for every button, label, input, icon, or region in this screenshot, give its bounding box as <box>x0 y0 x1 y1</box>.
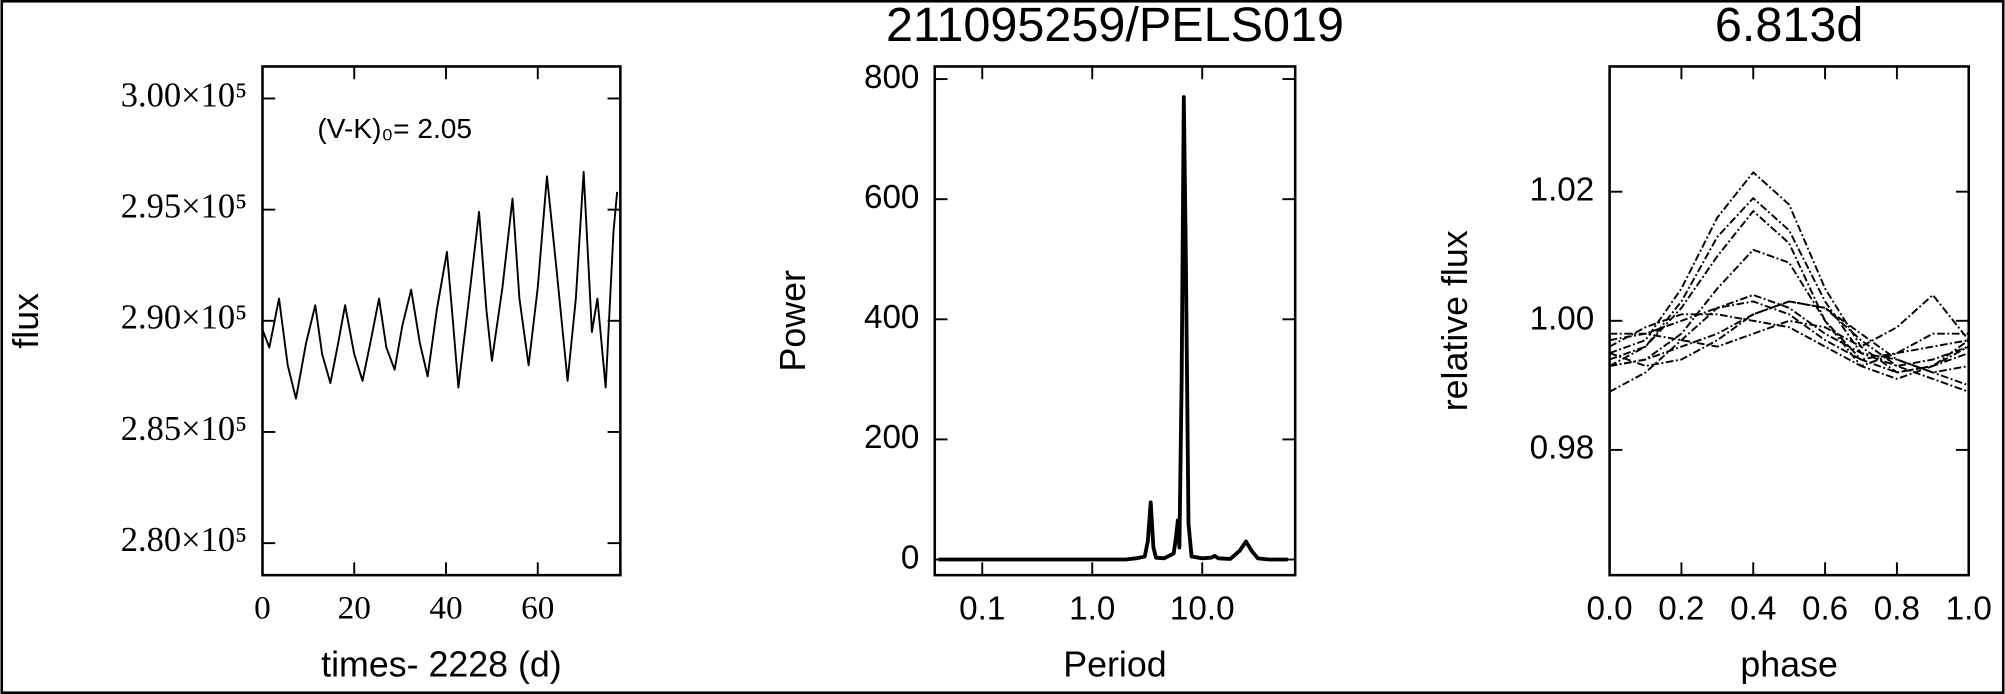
plot-frame <box>1608 65 1971 577</box>
y-tick-label: 200 <box>864 419 919 456</box>
x-tick-label: 0.2 <box>1658 591 1704 628</box>
y-tick-label: 2.85×10⁵ <box>121 410 247 448</box>
x-tick-label: 0.4 <box>1730 591 1776 628</box>
y-tick-label: 0 <box>901 539 919 576</box>
plot-frame <box>261 65 622 577</box>
y-tick-label: 800 <box>864 59 919 96</box>
y-tick-label: 3.00×10⁵ <box>121 76 247 114</box>
data-line <box>1609 248 1969 380</box>
data-line <box>1609 313 1969 367</box>
x-tick-label: 20 <box>338 590 371 627</box>
annotation: (V-K)₀= 2.05 <box>317 113 472 144</box>
x-tick-label: 0.1 <box>959 591 1005 628</box>
y-tick-label: 2.95×10⁵ <box>121 188 247 226</box>
panel-title: 211095259/PELS019 <box>886 0 1344 52</box>
data-line <box>262 170 619 400</box>
y-tick-label: 1.00 <box>1530 301 1595 338</box>
y-tick-label: 0.98 <box>1530 430 1595 467</box>
x-tick-label: 60 <box>521 590 554 627</box>
data-line <box>1609 300 1969 361</box>
x-tick-label: 0.8 <box>1874 591 1920 628</box>
y-axis-label: relative flux <box>1435 230 1475 411</box>
x-tick-label: 40 <box>429 590 462 627</box>
y-tick-label: 600 <box>864 179 919 216</box>
plot-frame <box>933 65 1297 577</box>
y-tick-label: 400 <box>864 299 919 336</box>
x-tick-label: 0.0 <box>1586 591 1632 628</box>
x-tick-label: 1.0 <box>1069 591 1115 628</box>
x-tick-label: 10.0 <box>1170 591 1235 628</box>
y-tick-label: 1.02 <box>1530 171 1595 208</box>
data-line <box>1609 210 1969 374</box>
x-tick-label: 0 <box>254 590 271 627</box>
y-tick-label: 2.90×10⁵ <box>121 299 247 337</box>
x-axis-label: Period <box>1063 645 1166 685</box>
data-line <box>1609 300 1969 374</box>
data-line <box>1609 294 1969 348</box>
x-axis-label: times- 2228 (d) <box>321 645 562 685</box>
data-line <box>1609 197 1969 367</box>
x-tick-label: 1.0 <box>1946 591 1992 628</box>
x-axis-label: phase <box>1740 645 1837 685</box>
y-tick-label: 2.80×10⁵ <box>121 521 247 559</box>
panel-title: 6.813d <box>1715 0 1864 52</box>
x-tick-label: 0.6 <box>1802 591 1848 628</box>
y-axis-label: Power <box>773 270 813 371</box>
data-line <box>938 95 1288 562</box>
y-axis-label: flux <box>6 293 46 349</box>
